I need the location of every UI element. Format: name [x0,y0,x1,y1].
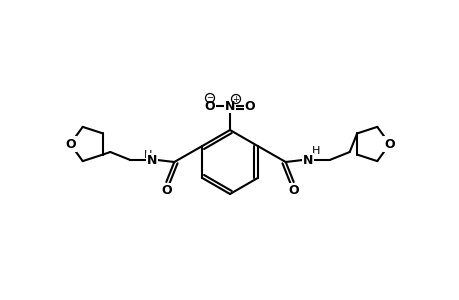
Text: O: O [161,184,171,196]
Text: O: O [204,100,215,112]
Text: −: − [206,94,213,103]
Text: H: H [144,150,152,160]
Text: N: N [302,154,312,166]
Text: O: O [288,184,298,196]
Text: N: N [224,100,235,112]
Text: O: O [244,100,255,112]
Text: O: O [384,137,394,151]
Text: N: N [147,154,157,166]
Text: H: H [311,146,319,156]
Text: +: + [232,94,239,103]
Text: O: O [65,137,75,151]
